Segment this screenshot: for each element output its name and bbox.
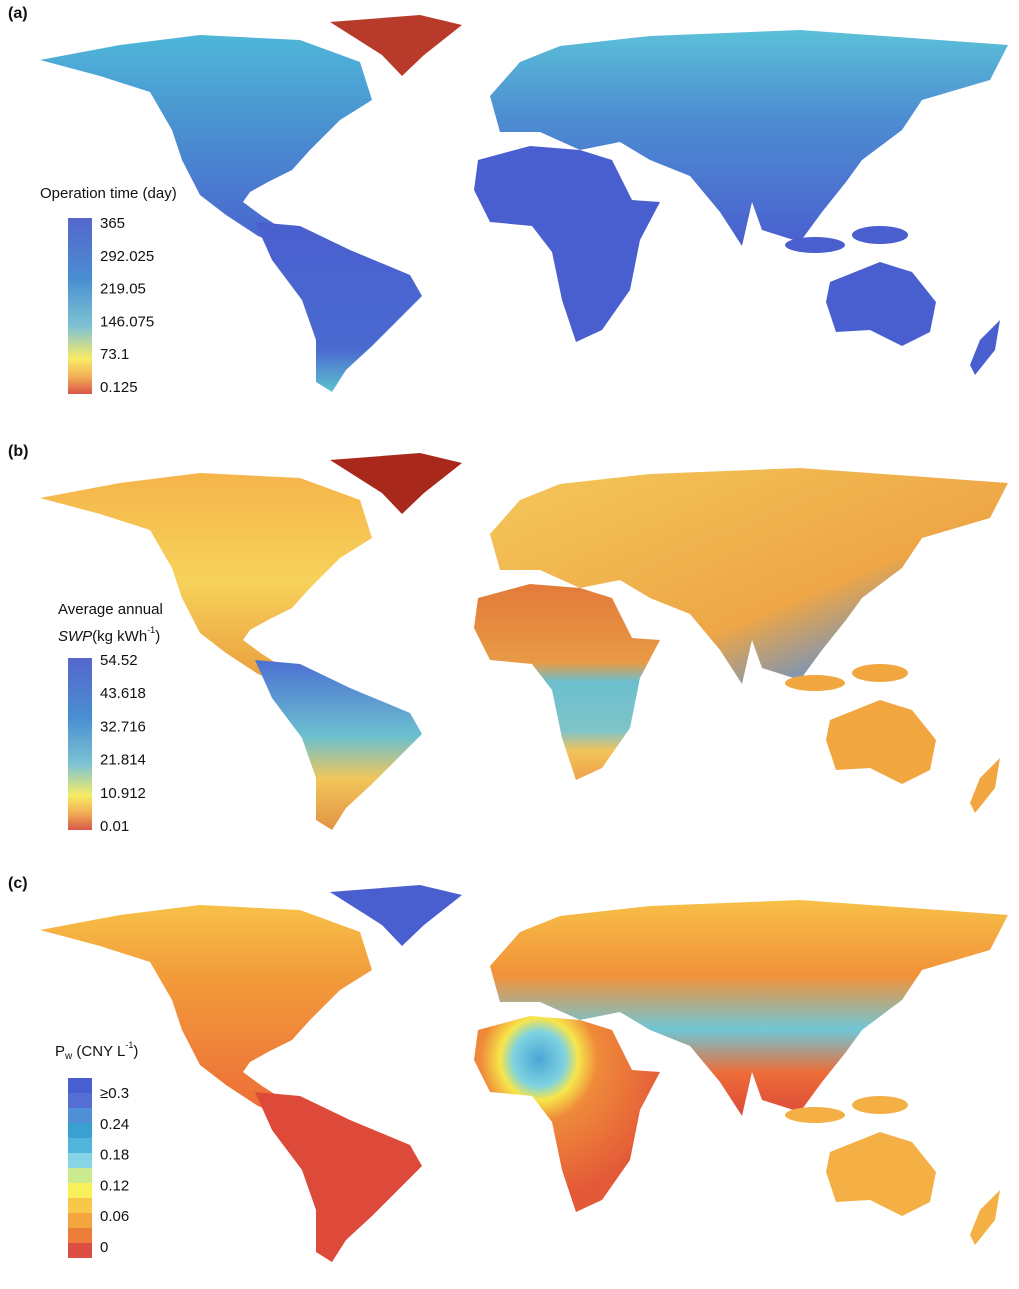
map <box>40 453 1008 830</box>
legend-tick-label: 0.18 <box>100 1147 129 1164</box>
legend-title: SWP(kg kWh-1) <box>58 625 160 645</box>
legend-tick-label: 0.12 <box>100 1177 129 1194</box>
colorbar-step <box>68 1078 92 1093</box>
panel-label: (c) <box>8 875 28 892</box>
panel-b: (b) Average annual SWP(kg kWh-1) 54.52 43… <box>8 443 1008 835</box>
colorbar <box>68 218 92 394</box>
legend-title-part: -1 <box>147 625 155 635</box>
legend-title-part: ) <box>155 628 160 645</box>
colorbar-step <box>68 1228 92 1243</box>
legend-title-part: P <box>55 1043 65 1060</box>
legend-tick-label: ≥0.3 <box>100 1085 129 1102</box>
legend-tick-label: 0.06 <box>100 1208 129 1225</box>
panel-a: (a) Operation time (day) 365 292.025 219.0… <box>8 5 1008 396</box>
legend-tick-label: 365 <box>100 215 125 232</box>
colorbar-step <box>68 1123 92 1138</box>
colorbar-step <box>68 1153 92 1168</box>
legend-title: Pw (CNY L-1) <box>55 1040 138 1061</box>
legend-tick-label: 10.912 <box>100 785 146 802</box>
legend-title: Operation time (day) <box>40 185 177 202</box>
legend-tick-label: 146.075 <box>100 313 154 330</box>
legend-tick-label: 292.025 <box>100 248 154 265</box>
legend-title: Average annual <box>58 601 163 618</box>
legend-tick-label: 0 <box>100 1239 108 1256</box>
legend-tick-label: 0.01 <box>100 818 129 835</box>
panel-c: (c) Pw (CNY L-1) ≥0.3 0.24 0.18 0.12 0.06 0 <box>8 875 1008 1262</box>
colorbar-step <box>68 1138 92 1153</box>
legend-tick-label: 0.24 <box>100 1116 129 1133</box>
colorbar-step <box>68 1168 92 1183</box>
legend-tick-label: 32.716 <box>100 718 146 735</box>
colorbar-step <box>68 1243 92 1258</box>
panel-label: (a) <box>8 5 28 22</box>
legend-tick-label: 54.52 <box>100 652 138 669</box>
colorbar-step <box>68 1198 92 1213</box>
legend-title-part: w <box>64 1051 73 1062</box>
legend-tick-label: 73.1 <box>100 346 129 363</box>
map <box>40 885 1008 1262</box>
colorbar-step <box>68 1213 92 1228</box>
map <box>40 15 1008 392</box>
legend-tick-label: 43.618 <box>100 685 146 702</box>
panel-label: (b) <box>8 443 28 460</box>
legend-title-part: SWP <box>58 628 92 645</box>
colorbar-step <box>68 1093 92 1108</box>
legend-title-part: (kg kWh <box>92 628 147 645</box>
colorbar <box>68 658 92 830</box>
legend-tick-label: 0.125 <box>100 379 138 396</box>
legend-title-part: (CNY L <box>72 1043 125 1060</box>
legend-title-part: -1 <box>125 1040 133 1050</box>
colorbar-step <box>68 1108 92 1123</box>
legend-title-part: ) <box>133 1043 138 1060</box>
legend-tick-label: 21.814 <box>100 752 146 769</box>
legend-tick-label: 219.05 <box>100 281 146 298</box>
colorbar-step <box>68 1183 92 1198</box>
